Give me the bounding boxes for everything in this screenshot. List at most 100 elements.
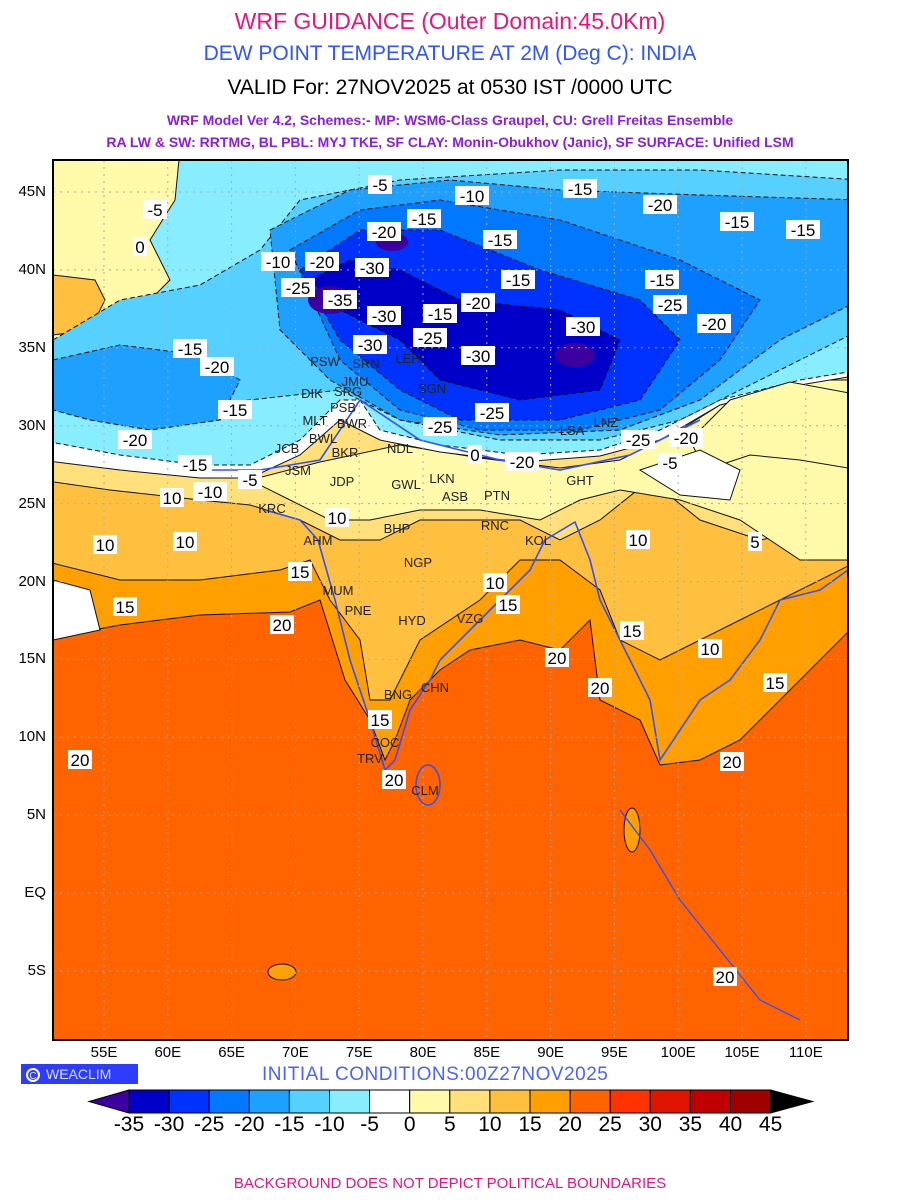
- contour-label: -35: [323, 290, 357, 310]
- contour-label: -30: [355, 258, 389, 278]
- city-label: LNZ: [594, 415, 619, 430]
- svg-text:5: 5: [750, 533, 759, 552]
- svg-text:-15: -15: [223, 401, 248, 420]
- contour-label: -15: [423, 304, 457, 324]
- colorbar-swatch: [529, 1089, 571, 1114]
- colorbar-min-arrow: [87, 1089, 130, 1114]
- contour-label: -5: [368, 175, 392, 195]
- svg-text:-15: -15: [725, 213, 750, 232]
- contour-label: -25: [653, 295, 687, 315]
- svg-text:-10: -10: [198, 483, 223, 502]
- city-label: SRN: [352, 356, 379, 371]
- city-label: NDL: [387, 441, 413, 456]
- colorbar-swatch: [208, 1089, 250, 1114]
- contour-label: -30: [461, 346, 495, 366]
- colorbar-label: -10: [314, 1113, 345, 1136]
- map-frame: [52, 159, 849, 1041]
- contour-label: -10: [455, 186, 489, 206]
- contour-label: -15: [173, 339, 207, 359]
- colorbar-swatch: [369, 1089, 411, 1114]
- contour-label: -10: [261, 252, 295, 272]
- lat-label: 20N: [18, 572, 46, 590]
- contour-label: -15: [218, 400, 252, 420]
- svg-text:-15: -15: [183, 456, 208, 475]
- svg-text:-5: -5: [242, 471, 257, 490]
- contour-label: -5: [658, 453, 682, 473]
- city-label: VZG: [457, 611, 484, 626]
- contour-label: -20: [200, 357, 234, 377]
- svg-text:-10: -10: [460, 187, 485, 206]
- contour-label: 10: [325, 508, 349, 528]
- lon-label: 85E: [473, 1044, 501, 1061]
- colorbar-swatch: [569, 1089, 611, 1114]
- lat-label: 45N: [18, 183, 46, 200]
- svg-text:-20: -20: [123, 431, 148, 450]
- city-label: JDP: [330, 474, 355, 489]
- contour-label: 20: [68, 750, 92, 770]
- colorbar-swatch: [329, 1089, 371, 1114]
- lon-label: 70E: [282, 1044, 309, 1061]
- contour-label: -30: [566, 317, 600, 337]
- colorbar-label: -20: [234, 1113, 265, 1136]
- lon-label: 100E: [660, 1044, 696, 1061]
- svg-text:-30: -30: [571, 318, 596, 337]
- lon-label: 90E: [537, 1044, 564, 1061]
- colorbar-label: -30: [153, 1113, 185, 1136]
- colorbar-swatch: [649, 1089, 691, 1114]
- contour-label: 20: [545, 648, 569, 668]
- svg-text:-15: -15: [412, 210, 437, 229]
- svg-text:-15: -15: [650, 271, 675, 290]
- colorbar-swatch: [409, 1089, 451, 1114]
- contour-label: -25: [281, 278, 315, 298]
- city-label: JSM: [285, 463, 311, 478]
- city-label: BNG: [384, 687, 412, 702]
- svg-text:-20: -20: [510, 453, 535, 472]
- contour-label: 10: [93, 535, 117, 555]
- contour-label: -30: [367, 306, 401, 326]
- colorbar-label: -15: [274, 1113, 305, 1136]
- svg-text:20: 20: [548, 649, 567, 668]
- colorbar-label: 5: [443, 1113, 456, 1136]
- svg-text:0: 0: [135, 238, 144, 257]
- contour-label: 10: [160, 488, 184, 508]
- svg-text:-25: -25: [418, 329, 443, 348]
- contour-label: 15: [763, 673, 787, 693]
- contour-label: -10: [193, 482, 227, 502]
- city-label: ASB: [442, 489, 468, 504]
- contour-label: -30: [353, 335, 387, 355]
- contour-label: 15: [288, 562, 312, 582]
- city-label: LEH: [395, 351, 420, 366]
- svg-text:-15: -15: [488, 231, 513, 250]
- contour-labels: -5-10-15-20 -15-15-20-15 -15-50-10 -20-25-3…: [68, 175, 820, 987]
- contour-label: 5: [748, 532, 762, 552]
- svg-text:-5: -5: [662, 454, 677, 473]
- contour-label: 20: [382, 770, 406, 790]
- contour-label: -20: [669, 428, 703, 448]
- svg-text:15: 15: [291, 563, 310, 582]
- colorbar-label: -25: [194, 1113, 225, 1136]
- svg-text:20: 20: [385, 771, 404, 790]
- svg-text:-20: -20: [466, 294, 491, 313]
- contour-label: -20: [505, 452, 539, 472]
- chart-subtitle: DEW POINT TEMPERATURE AT 2M (Deg C): IND…: [203, 42, 697, 65]
- colorbar-label: 25: [598, 1113, 622, 1136]
- contour-label: 15: [368, 710, 392, 730]
- colorbar-label: 0: [403, 1113, 416, 1136]
- svg-text:-15: -15: [428, 305, 453, 324]
- city-label: JCB: [275, 441, 300, 456]
- city-label: PTN: [484, 488, 510, 503]
- lat-label: 5S: [27, 962, 46, 979]
- lon-label: 95E: [601, 1044, 628, 1061]
- lat-label: 25N: [18, 494, 46, 512]
- svg-text:-25: -25: [658, 296, 683, 315]
- colorbar-label: 40: [718, 1113, 743, 1136]
- colorbar-label: 35: [678, 1113, 703, 1136]
- contour-label: 10: [483, 573, 507, 593]
- colorbar-max-arrow: [770, 1089, 815, 1114]
- city-label: KRC: [258, 501, 285, 516]
- city-label: AHM: [304, 533, 333, 548]
- svg-text:-25: -25: [480, 404, 505, 423]
- svg-text:10: 10: [163, 489, 182, 508]
- svg-text:10: 10: [629, 531, 648, 550]
